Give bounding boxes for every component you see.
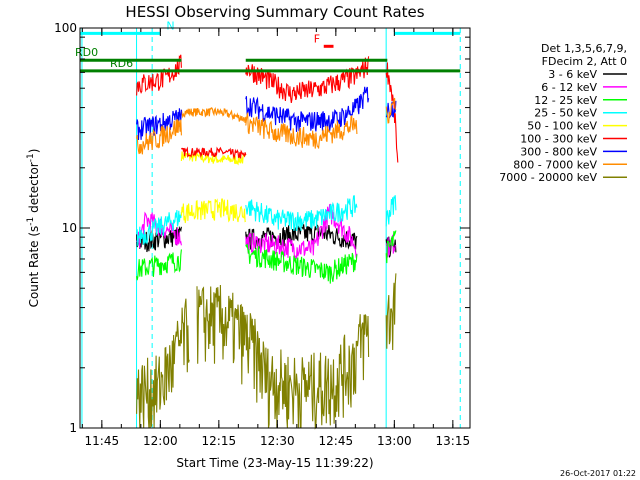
flag-2-label: RD0 <box>75 46 98 59</box>
series-8-segment-2 <box>385 273 397 351</box>
series-7-segment-2 <box>385 97 397 124</box>
x-tick-label-3: 12:30 <box>260 434 295 448</box>
series-2-segment-2 <box>385 230 397 264</box>
band-orange-mid <box>180 106 247 123</box>
legend-label-2: 12 - 25 keV <box>534 94 597 107</box>
timestamp-label: 26-Oct-2017 01:22 <box>560 469 636 478</box>
series-8-segment-1 <box>196 284 370 430</box>
legend-label-8: 7000 - 20000 keV <box>499 171 597 184</box>
series-5-segment-2 <box>385 62 399 163</box>
y-tick-label-0: 1 <box>69 421 77 435</box>
x-tick-label-4: 12:45 <box>319 434 354 448</box>
series-7-segment-0 <box>136 119 182 155</box>
x-axis-label: Start Time (23-May-15 11:39:22) <box>176 456 373 470</box>
series-7-segment-1 <box>245 112 358 149</box>
legend-label-0: 3 - 6 keV <box>548 68 597 81</box>
band-yellow-mid-0 <box>180 150 246 166</box>
legend-label-4: 50 - 100 keV <box>527 120 597 133</box>
series-1-segment-1 <box>245 203 358 260</box>
series-5-segment-1 <box>245 56 370 103</box>
series-6-segment-2 <box>385 100 397 119</box>
legend-label-3: 25 - 50 keV <box>534 107 597 120</box>
axis-ticks: 11:45 12:00 12:15 12:30 12:45 13:00 13:15 1 10 10… <box>54 21 470 448</box>
x-tick-label-1: 12:00 <box>143 434 178 448</box>
series-6-segment-0 <box>136 108 182 141</box>
flag-1-label: F <box>314 32 320 45</box>
legend-header-0: Det 1,3,5,6,7,9, <box>541 42 627 55</box>
series-3-segment-0 <box>136 210 182 246</box>
series-6-segment-1 <box>245 86 370 132</box>
legend-header-1: FDecim 2, Att 0 <box>542 55 627 68</box>
y-tick-label-1: 10 <box>62 221 77 235</box>
legend-label-7: 800 - 7000 keV <box>513 158 597 171</box>
legend-label-5: 100 - 300 keV <box>520 133 597 146</box>
legend-label-6: 300 - 800 keV <box>520 145 597 158</box>
x-tick-label-5: 13:00 <box>377 434 412 448</box>
series-2-segment-1 <box>245 243 358 284</box>
y-tick-label-2: 100 <box>54 21 77 35</box>
series-3-segment-2 <box>385 195 397 227</box>
flag-0-label: N <box>166 19 174 32</box>
x-tick-label-6: 13:15 <box>436 434 471 448</box>
band-red-mid <box>180 146 247 161</box>
legend: Det 1,3,5,6,7,9,FDecim 2, Att 03 - 6 keV… <box>499 42 627 184</box>
y-axis-label-main: Count Rate (s <box>27 226 41 308</box>
x-tick-label-2: 12:15 <box>202 434 237 448</box>
y-axis-label-tail: detector <box>27 162 41 217</box>
y-axis-label-close: ) <box>27 149 41 154</box>
chart-title: HESSI Observing Summary Count Rates <box>125 3 424 21</box>
flag-3-label: RD6 <box>110 57 133 70</box>
y-axis-label-sup: -1 <box>26 217 36 226</box>
series-5-segment-0 <box>136 54 182 96</box>
series-4-segment-0 <box>180 198 247 224</box>
y-axis-label: Count Rate (s-1 detector-1) <box>26 149 41 308</box>
plot-marks: N F RD0 RD6 <box>75 19 461 430</box>
series-8-segment-0 <box>136 298 190 429</box>
legend-label-1: 6 - 12 keV <box>541 81 597 94</box>
series-2-segment-0 <box>136 249 182 281</box>
x-tick-label-0: 11:45 <box>85 434 120 448</box>
y-axis-label-sup2: -1 <box>26 153 36 162</box>
series-3-segment-1 <box>245 195 358 232</box>
